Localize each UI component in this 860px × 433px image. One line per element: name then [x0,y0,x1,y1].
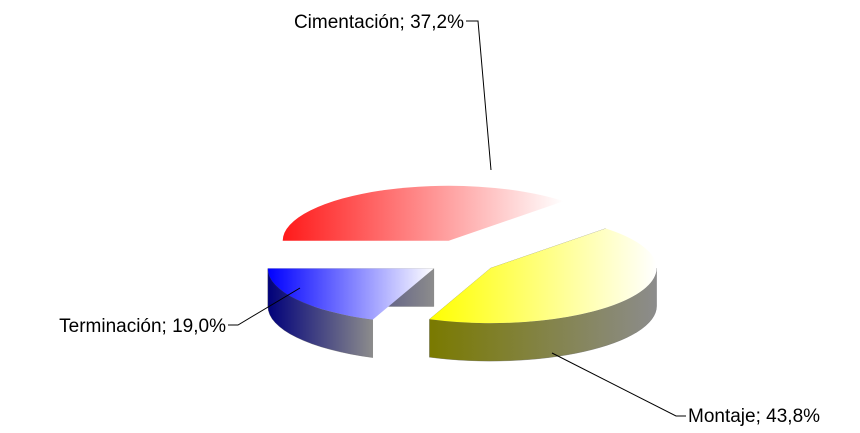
leader-line-montaje [551,352,686,417]
leader-line-terminacion [228,287,301,326]
leader-line-cimentacion [466,20,492,171]
pie-slice-cimentacion [282,185,564,241]
data-label-terminacion: Terminación; 19,0% [59,316,226,337]
pie-slice-terminacion [267,268,435,358]
data-label-montaje: Montaje; 43,8% [688,406,820,427]
pie-slice-montaje [429,228,657,362]
data-label-cimentacion: Cimentación; 37,2% [294,12,464,33]
